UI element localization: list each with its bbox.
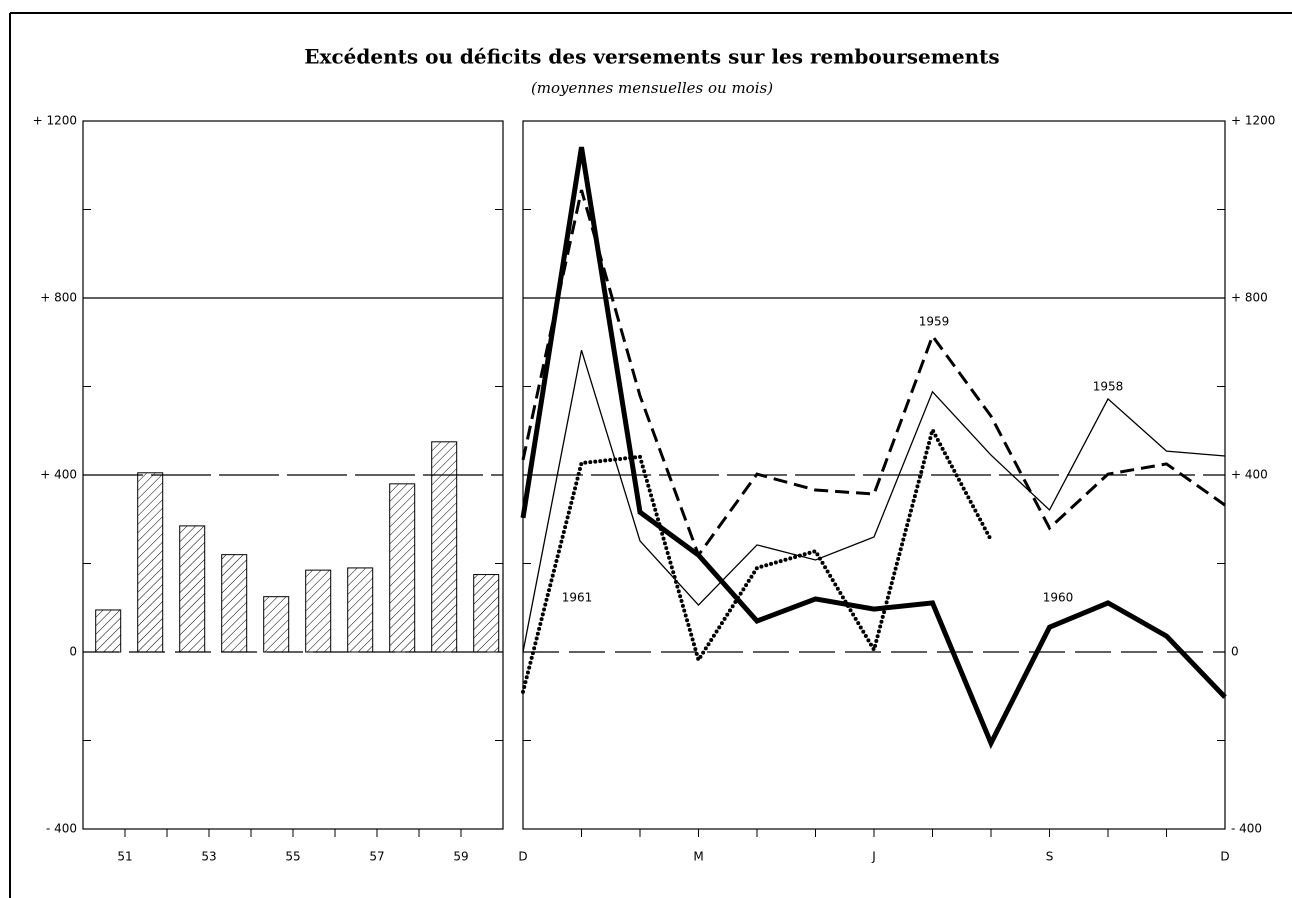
bar <box>263 596 290 653</box>
y-tick-label: + 1200 <box>33 114 77 128</box>
bar <box>95 609 122 653</box>
bar <box>431 441 458 653</box>
y-tick-label: + 800 <box>40 291 77 305</box>
series-label: 1961 <box>562 591 593 605</box>
bar <box>473 574 500 653</box>
y-tick-label: - 400 <box>46 822 77 836</box>
y-tick-label: + 1200 <box>1231 114 1275 128</box>
series-label: 1960 <box>1043 591 1074 605</box>
bar <box>347 567 374 653</box>
y-tick-label: + 800 <box>1231 291 1268 305</box>
chart-title: Excédents ou déficits des versements sur… <box>304 45 999 69</box>
bar <box>179 525 206 653</box>
x-tick-label: D <box>518 850 527 864</box>
bar <box>137 472 164 653</box>
x-tick-label: J <box>871 850 876 864</box>
x-tick-label: 51 <box>117 850 132 864</box>
x-tick-label: 57 <box>369 850 384 864</box>
x-tick-label: M <box>693 850 703 864</box>
y-tick-label: + 400 <box>1231 468 1268 482</box>
chart-subtitle: (moyennes mensuelles ou mois) <box>531 79 773 97</box>
series-line <box>521 424 993 694</box>
series-label: 1959 <box>919 315 950 329</box>
x-tick-label: S <box>1046 850 1054 864</box>
series-line <box>520 146 1227 750</box>
y-tick-label: 0 <box>69 645 77 659</box>
x-tick-label: 59 <box>453 850 468 864</box>
x-tick-label: 55 <box>285 850 300 864</box>
bar <box>305 569 332 653</box>
x-tick-label: D <box>1220 850 1229 864</box>
bar <box>389 483 416 653</box>
y-tick-label: + 400 <box>40 468 77 482</box>
series-label: 1958 <box>1093 380 1124 394</box>
series-line <box>521 189 1226 559</box>
y-tick-label: 0 <box>1231 645 1239 659</box>
series-line <box>522 350 1226 653</box>
x-tick-label: 53 <box>201 850 216 864</box>
bar <box>221 554 248 653</box>
y-tick-label: - 400 <box>1231 822 1262 836</box>
